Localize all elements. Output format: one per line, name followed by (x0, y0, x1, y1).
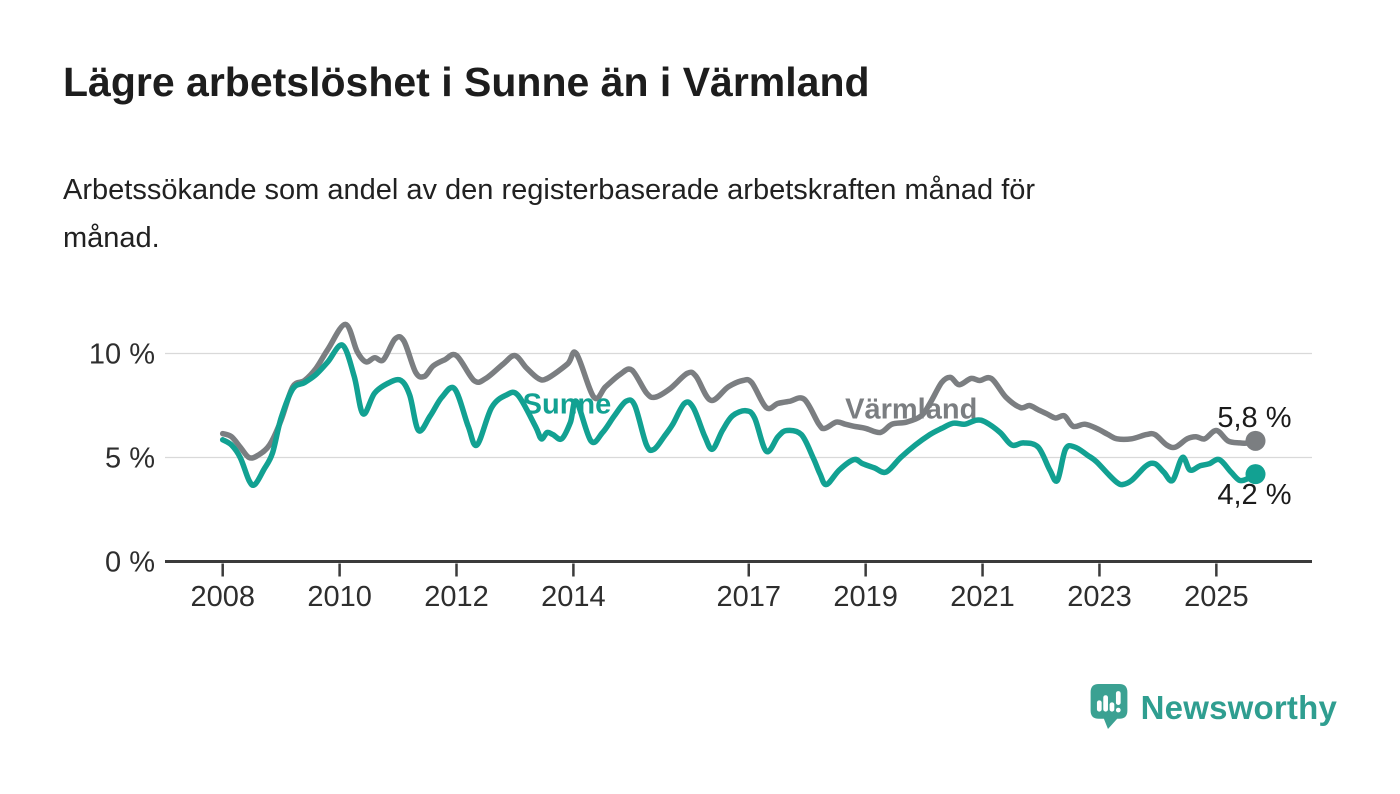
x-tick-label-2014: 2014 (541, 581, 606, 613)
subtitle-line-2: månad. (63, 222, 160, 254)
x-tick-label-2017: 2017 (716, 581, 781, 613)
x-tick-label-2010: 2010 (307, 581, 372, 613)
series-line-v-rmland (219, 321, 1259, 461)
y-tick-label-10: 10 % (89, 339, 155, 371)
newsworthy-wordmark: Newsworthy (1140, 688, 1337, 726)
newsworthy-logo: Newsworthy (1090, 684, 1337, 731)
page-title: Lägre arbetslöshet i Sunne än i Värmland (63, 59, 870, 105)
x-tick-label-2025: 2025 (1184, 581, 1249, 613)
chart-subtitle: Arbetssökande som andel av den registerb… (63, 166, 1035, 262)
y-tick-label-5: 5 % (105, 443, 155, 475)
x-tick-label-2012: 2012 (424, 581, 489, 613)
x-tick-label-2021: 2021 (950, 581, 1015, 613)
series-label-v-rmland: Värmland (845, 394, 977, 426)
x-tick-label-2008: 2008 (190, 581, 255, 613)
series-end-value-v-rmland: 5,8 % (1217, 402, 1291, 434)
x-tick-label-2023: 2023 (1067, 581, 1132, 613)
series-label-sunne: Sunne (523, 388, 612, 420)
x-tick-label-2019: 2019 (833, 581, 898, 613)
subtitle-line-1: Arbetssökande som andel av den registerb… (63, 174, 1036, 206)
series-line-sunne (219, 342, 1259, 488)
series-end-value-sunne: 4,2 % (1217, 479, 1291, 511)
newsworthy-icon (1090, 684, 1128, 729)
series-end-dot-sunne (1245, 464, 1266, 485)
y-tick-label-0: 0 % (105, 547, 155, 579)
series-end-dot-v-rmland (1245, 430, 1266, 451)
